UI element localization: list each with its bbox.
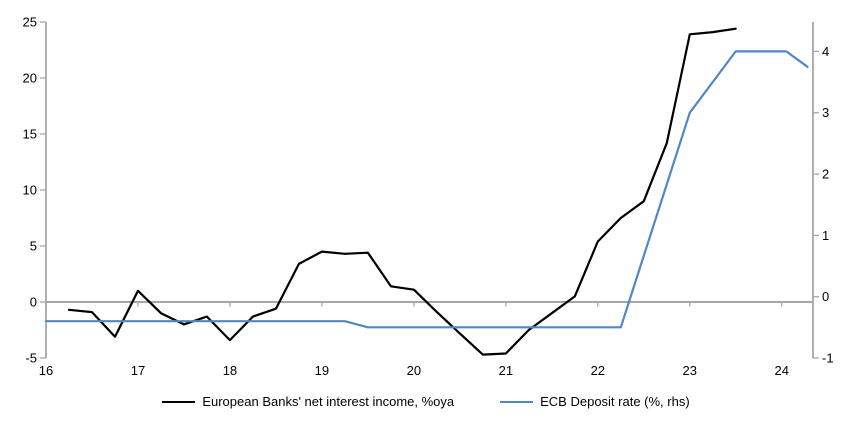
x-axis-label: 23	[683, 363, 697, 378]
x-axis-label: 22	[591, 363, 605, 378]
left-axis-label: 5	[30, 239, 37, 254]
x-axis-label: 16	[39, 363, 53, 378]
left-axis-label: 10	[23, 183, 37, 198]
left-axis-label: 20	[23, 71, 37, 86]
left-axis-label: -5	[25, 351, 37, 366]
left-axis-label: 25	[23, 15, 37, 30]
legend-item-ecb-deposit-rate: ECB Deposit rate (%, rhs)	[500, 394, 690, 409]
blue-line-swatch-icon	[500, 400, 534, 403]
ecb-deposit-rate-line-series	[44, 50, 809, 329]
right-axis-label: 2	[822, 167, 829, 182]
left-axis-label: 15	[23, 127, 37, 142]
x-axis-label: 18	[223, 363, 237, 378]
x-axis-label: 21	[499, 363, 513, 378]
x-axis-label: 20	[407, 363, 421, 378]
right-axis-label: 1	[822, 228, 829, 243]
right-axis-label: 4	[822, 44, 829, 59]
black-line-swatch-icon	[162, 400, 196, 403]
chart-legend: European Banks' net interest income, %oy…	[0, 394, 852, 409]
right-axis-label: 3	[822, 105, 829, 120]
x-axis-label: 19	[315, 363, 329, 378]
left-axis-label: 0	[30, 295, 37, 310]
right-axis-label: 0	[822, 289, 829, 304]
legend-label-ecb-deposit-rate: ECB Deposit rate (%, rhs)	[540, 394, 690, 409]
x-axis-label: 17	[131, 363, 145, 378]
nii-line-series	[67, 27, 737, 356]
legend-label-net-interest-income: European Banks' net interest income, %oy…	[202, 394, 455, 409]
legend-item-net-interest-income: European Banks' net interest income, %oy…	[162, 394, 454, 409]
x-axis-label: 24	[774, 363, 788, 378]
right-axis-label: -1	[822, 351, 834, 366]
